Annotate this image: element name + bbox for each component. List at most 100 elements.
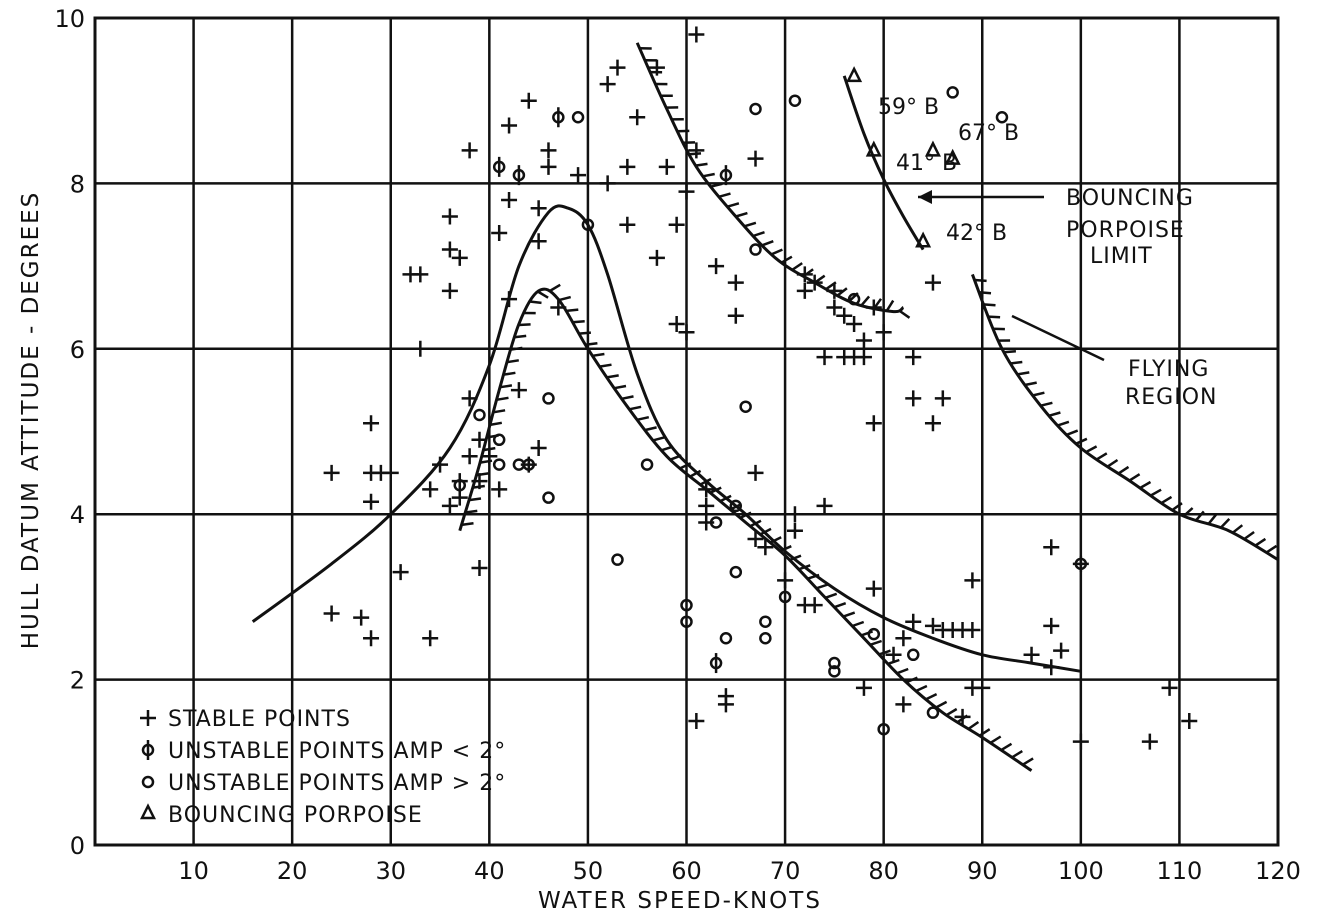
unstable-large-point xyxy=(709,516,723,529)
stable-point xyxy=(895,696,912,713)
legend-item-stable: STABLE POINTS xyxy=(140,707,351,732)
flying-pointer-line xyxy=(1011,314,1105,362)
unstable-large-point xyxy=(828,656,841,670)
y-tick-label: 8 xyxy=(70,170,85,198)
x-tick-label: 120 xyxy=(1255,857,1301,885)
legend-triangle-icon xyxy=(139,803,157,820)
stable-point xyxy=(678,183,695,200)
unstable-large-point xyxy=(995,110,1009,124)
stable-point xyxy=(727,274,744,291)
unstable-large-point xyxy=(581,218,595,231)
x-tick-label: 30 xyxy=(375,857,406,885)
annotation-59b: 59° B xyxy=(878,95,939,120)
stable-point xyxy=(471,559,488,576)
bouncing-porpoise-point xyxy=(865,140,882,157)
stable-point xyxy=(441,497,458,514)
stable-point xyxy=(530,233,547,250)
unstable-small-point xyxy=(512,165,526,186)
stable-point xyxy=(648,249,665,266)
stable-point xyxy=(855,332,872,349)
bouncing-porpoise-point xyxy=(915,231,932,248)
legend-label-stable: STABLE POINTS xyxy=(168,707,351,732)
stable-point xyxy=(520,92,537,109)
annotation-41b: 41° B xyxy=(896,151,957,176)
stable-point xyxy=(619,158,636,175)
x-tick-label: 100 xyxy=(1058,857,1104,885)
unstable-large-point xyxy=(640,458,654,471)
stable-point xyxy=(905,613,922,630)
unstable-large-point xyxy=(522,458,536,471)
curve-line xyxy=(458,287,1033,772)
unstable-small-point xyxy=(492,156,506,177)
stable-point xyxy=(491,225,508,242)
legend-item-bouncing: BOUNCING PORPOISE xyxy=(139,803,423,828)
unstable-large-point xyxy=(719,632,733,645)
stable-point xyxy=(865,299,882,316)
y-tick-label: 10 xyxy=(54,5,85,33)
unstable-large-point xyxy=(828,665,841,678)
stable-point xyxy=(471,431,488,448)
x-tick-label: 20 xyxy=(277,857,308,885)
stable-point xyxy=(924,415,941,432)
y-tick-label: 2 xyxy=(70,667,85,695)
unstable-large-point xyxy=(847,292,861,306)
stable-point xyxy=(717,696,734,713)
unstable-large-point xyxy=(759,615,772,628)
stable-point xyxy=(865,580,882,597)
unstable-large-point xyxy=(542,392,555,405)
stable-point xyxy=(924,617,941,634)
stable-point xyxy=(786,522,803,539)
stable-point xyxy=(1141,733,1158,750)
stable-point xyxy=(451,249,468,266)
unstable-large-point xyxy=(571,110,585,124)
stable-point xyxy=(363,630,380,647)
stable-point xyxy=(1023,646,1040,663)
stable-point xyxy=(353,609,370,626)
curve-line xyxy=(635,42,905,314)
stable-point xyxy=(855,679,872,696)
unstable-large-point xyxy=(453,479,467,492)
stable-point xyxy=(816,497,833,514)
stable-point xyxy=(422,481,439,498)
annotation-flying-2: REGION xyxy=(1125,385,1218,410)
legend-item-unstable-small: UNSTABLE POINTS AMP < 2° xyxy=(141,739,505,764)
stable-point xyxy=(796,282,813,299)
stable-point xyxy=(471,473,488,490)
x-tick-label: 80 xyxy=(868,857,899,885)
legend-label-bouncing: BOUNCING PORPOISE xyxy=(168,803,423,828)
stable-point xyxy=(441,282,458,299)
stable-point xyxy=(461,390,478,407)
y-tick-label: 6 xyxy=(70,336,85,364)
stable-point xyxy=(954,708,971,725)
x-tick-label: 40 xyxy=(474,857,505,885)
unstable-large-point xyxy=(542,491,555,504)
legend-label-unstable-large: UNSTABLE POINTS AMP > 2° xyxy=(168,771,506,796)
unstable-large-point xyxy=(729,565,743,579)
unstable-large-point xyxy=(877,722,890,736)
annotation-bouncing-3: LIMIT xyxy=(1090,244,1153,269)
stable-point xyxy=(501,191,518,208)
stable-point xyxy=(599,76,616,93)
stable-point xyxy=(599,175,616,192)
stable-point xyxy=(668,216,685,233)
stable-point xyxy=(747,531,764,548)
stable-point xyxy=(629,109,646,126)
stable-point xyxy=(461,142,478,159)
bouncing-porpoise-point xyxy=(944,148,961,165)
stable-point xyxy=(855,349,872,366)
unstable-large-point xyxy=(492,458,506,471)
stable-point xyxy=(905,349,922,366)
unstable-large-point xyxy=(788,94,802,107)
unstable-small-point xyxy=(709,653,723,674)
stable-point xyxy=(678,324,695,341)
stable-point xyxy=(501,291,518,308)
stable-point xyxy=(934,390,951,407)
stable-point xyxy=(609,59,626,76)
curve-hatching xyxy=(461,283,1034,766)
stable-point xyxy=(964,572,981,589)
stable-point xyxy=(786,506,803,523)
unstable-large-point xyxy=(926,706,940,719)
unstable-large-point xyxy=(867,627,881,641)
curve-hatching xyxy=(639,47,911,319)
